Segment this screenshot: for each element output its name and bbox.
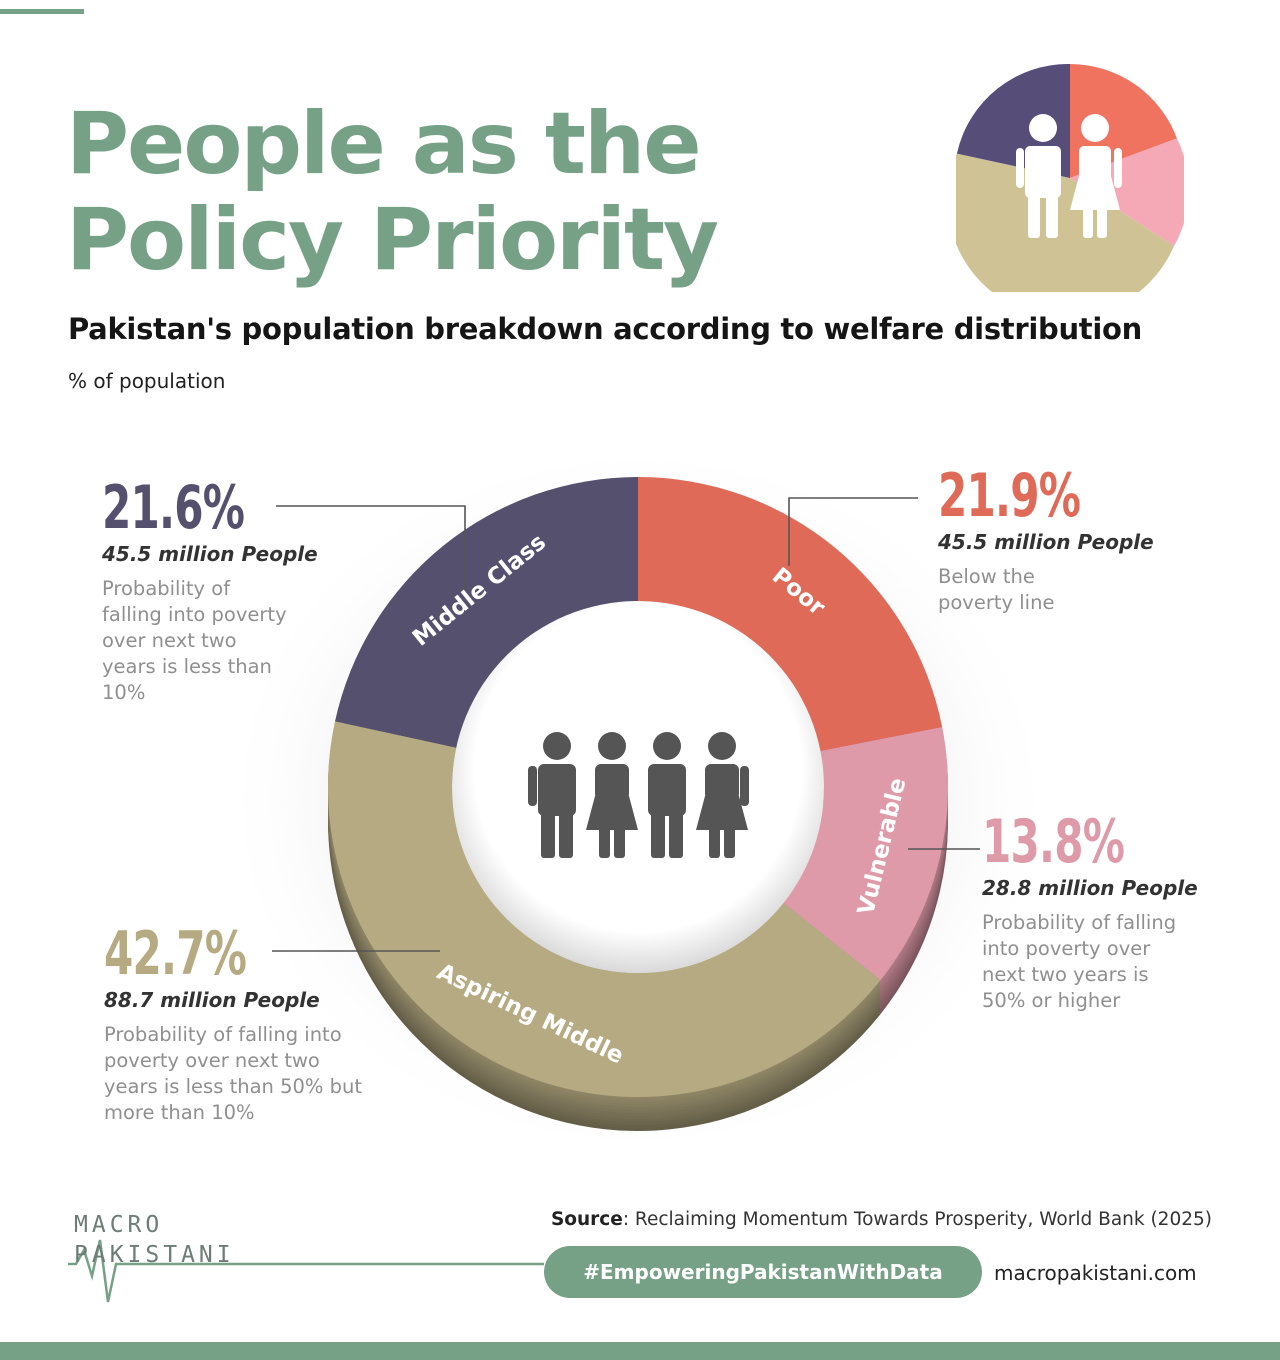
description-middle-class: Probability of falling into poverty over… bbox=[102, 577, 287, 704]
annotation-vulnerable: 13.8% 28.8 million People Probability of… bbox=[982, 812, 1222, 1014]
chart-subtitle: Pakistan's population breakdown accordin… bbox=[68, 312, 1142, 346]
people-count-aspiring-middle: 88.7 million People bbox=[104, 988, 320, 1012]
top-accent-bar bbox=[0, 9, 84, 14]
donut-segment-vulnerable bbox=[783, 726, 948, 981]
annotation-middle-class: 21.6% 45.5 million People Probability of… bbox=[102, 478, 342, 706]
people-count-vulnerable: 28.8 million People bbox=[982, 876, 1198, 900]
logo-text-line-1: MACRO bbox=[74, 1212, 164, 1238]
website-link[interactable]: macropakistani.com bbox=[994, 1261, 1197, 1285]
donut-segment-aspiring-middle bbox=[328, 721, 881, 1097]
description-poor: Below the poverty line bbox=[938, 565, 1055, 614]
description-vulnerable: Probability of falling into poverty over… bbox=[982, 911, 1177, 1012]
people-count-middle-class: 45.5 million People bbox=[102, 542, 318, 566]
logo-text-line-2: PAKISTANI bbox=[74, 1242, 235, 1268]
annotation-poor: 21.9% 45.5 million People Below the pove… bbox=[938, 466, 1178, 616]
people-count-poor: 45.5 million People bbox=[938, 530, 1154, 554]
mini-pie-slice-aspiring bbox=[956, 153, 1174, 292]
bottom-accent-band bbox=[0, 1342, 1280, 1360]
pct-label-middle-class: 21.6% bbox=[102, 473, 245, 543]
annotation-aspiring-middle: 42.7% 88.7 million People Probability of… bbox=[104, 924, 394, 1126]
pct-label-vulnerable: 13.8% bbox=[982, 807, 1125, 877]
source-text: : Reclaiming Momentum Towards Prosperity… bbox=[622, 1209, 1212, 1230]
page-title: People as the Policy Priority bbox=[66, 94, 719, 290]
source-label: Source bbox=[550, 1209, 623, 1230]
description-aspiring-middle: Probability of falling into poverty over… bbox=[104, 1023, 363, 1124]
donut-segment-poor bbox=[638, 477, 943, 751]
mini-pie-slice-vulnerable bbox=[1070, 138, 1184, 246]
title-line-1: People as the bbox=[66, 94, 702, 194]
leader-line-poor bbox=[788, 497, 918, 566]
couple-icon bbox=[956, 64, 1184, 292]
source-note: Source: Reclaiming Momentum Towards Pros… bbox=[551, 1209, 1212, 1230]
pct-label-aspiring-middle: 42.7% bbox=[104, 919, 247, 989]
leader-line-middle-class bbox=[276, 505, 466, 590]
unit-label: % of population bbox=[68, 369, 226, 393]
donut-segment-middle-class bbox=[335, 477, 638, 748]
hashtag-pill: #EmpoweringPakistanWithData bbox=[544, 1246, 982, 1298]
pct-label-poor: 21.9% bbox=[938, 461, 1081, 531]
macro-pakistani-logo bbox=[68, 1239, 544, 1303]
people-group-icon bbox=[528, 732, 749, 858]
title-line-2: Policy Priority bbox=[66, 190, 719, 290]
